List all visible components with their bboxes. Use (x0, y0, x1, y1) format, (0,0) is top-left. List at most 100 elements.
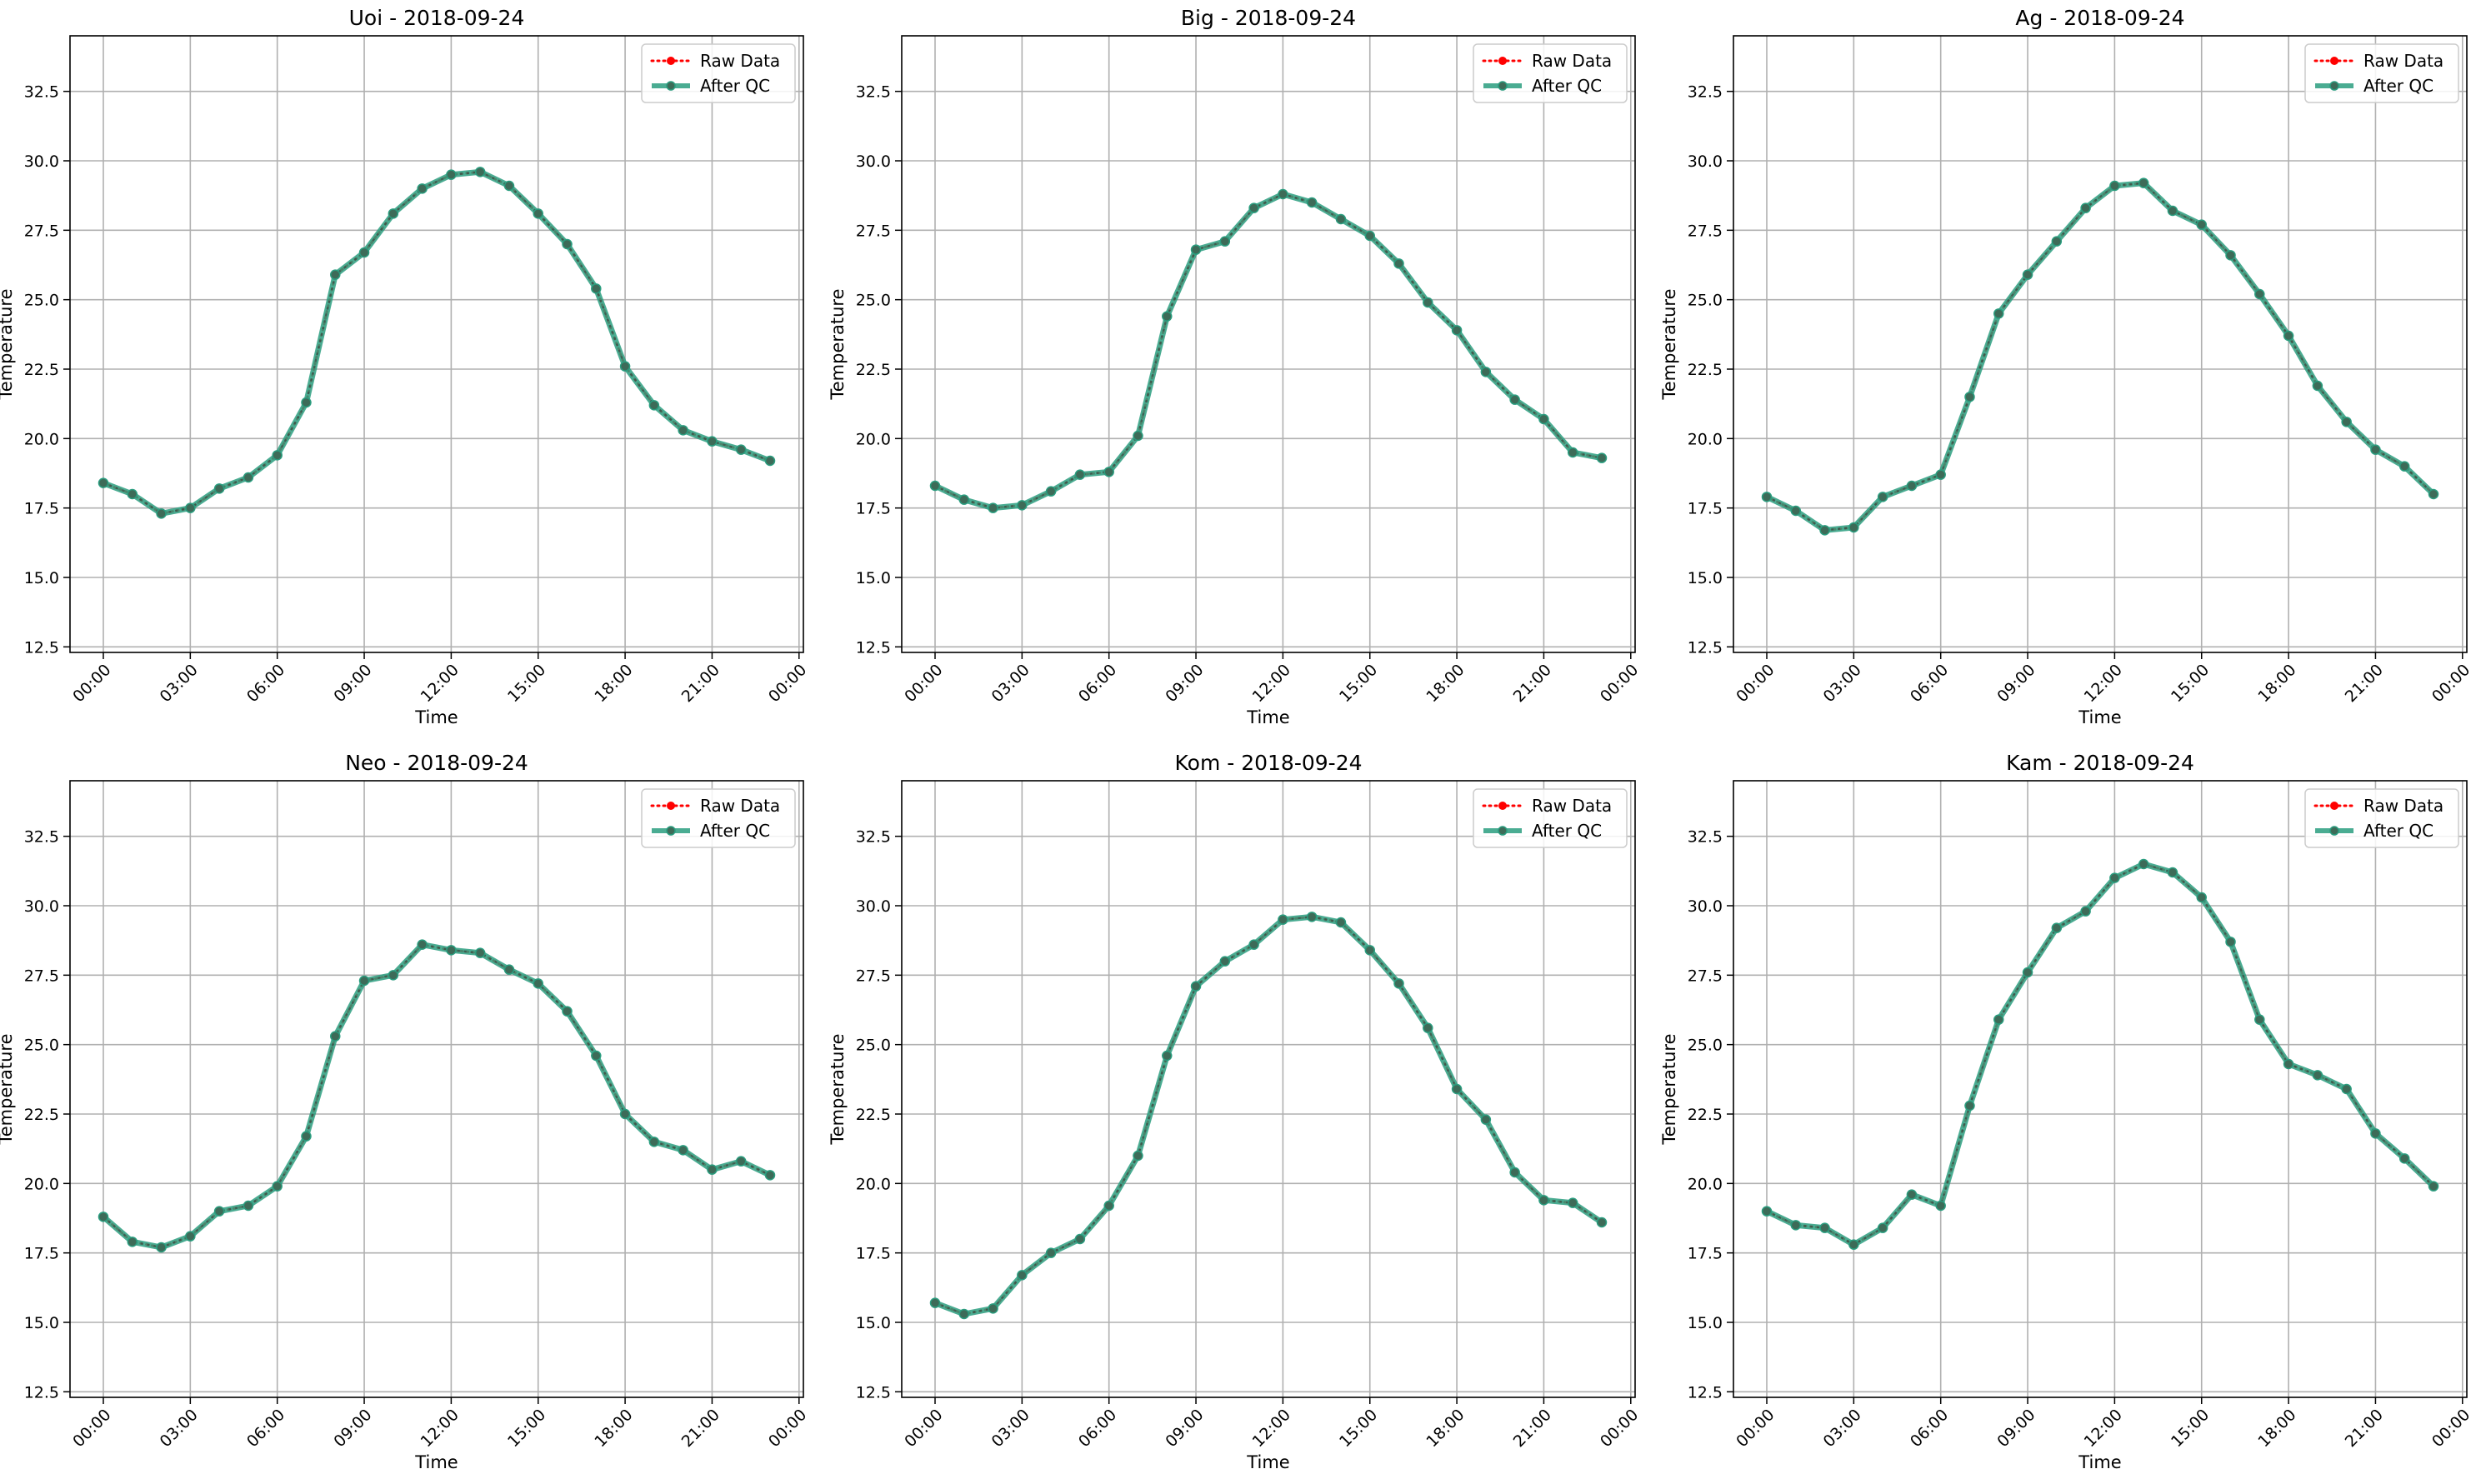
data-point (1074, 1233, 1086, 1245)
data-point (533, 208, 543, 219)
data-point (2398, 1153, 2410, 1164)
data-point (1133, 430, 1143, 442)
x-tick-label: 00:00 (2428, 1406, 2473, 1451)
chart-panel-2: 00:00 03:00 06:00 09:00 12:00 15:00 18:00 21:00… (828, 6, 1642, 727)
data-point (1017, 1270, 1028, 1281)
y-tick-label: 27.5 (856, 222, 891, 240)
data-point (1248, 939, 1259, 950)
x-tick-label: 15:00 (504, 1406, 549, 1451)
data-point (1190, 981, 1202, 992)
data-point (1935, 469, 1946, 480)
plot-area (1733, 36, 2467, 652)
data-point (1935, 1200, 1946, 1212)
data-point (2428, 1181, 2439, 1192)
y-tick-label: 12.5 (1688, 638, 1723, 657)
x-axis-label: Time (414, 707, 458, 727)
data-point (1335, 213, 1347, 225)
y-tick-label: 17.5 (1688, 500, 1723, 518)
data-point (2341, 1083, 2352, 1095)
data-point (388, 970, 399, 981)
data-point (1364, 945, 1375, 956)
data-point (1423, 1022, 1433, 1033)
axes-frame (1733, 35, 2468, 653)
y-tick-label: 27.5 (24, 967, 59, 985)
y-tick-label: 22.5 (1688, 361, 1723, 379)
x-axis-label: Time (1246, 1452, 1289, 1472)
y-tick-label: 30.0 (1688, 897, 1723, 916)
legend-after-qc-label: After QC (1532, 821, 1602, 841)
data-point (2167, 867, 2178, 878)
series-raw-overlay-line (103, 171, 771, 515)
y-tick-label: 17.5 (856, 1245, 891, 1263)
data-point (2109, 180, 2120, 192)
x-axis-label: Time (414, 1452, 458, 1472)
data-point (446, 169, 457, 180)
data-point (1906, 1189, 1918, 1200)
data-point (388, 208, 399, 219)
x-tick-label: 15:00 (2168, 661, 2213, 706)
data-point (156, 1242, 167, 1253)
x-tick-label: 00:00 (69, 1406, 114, 1451)
legend-after-qc-label: After QC (700, 821, 770, 841)
x-tick-label: 00:00 (1733, 661, 1778, 706)
data-point (562, 238, 573, 250)
chart-title: Kam - 2018-09-24 (2006, 751, 2194, 775)
x-tick-label: 03:00 (1820, 661, 1865, 706)
data-point (1364, 230, 1375, 242)
x-tick-label: 21:00 (678, 661, 723, 706)
data-point (2254, 288, 2265, 300)
data-point (417, 939, 428, 950)
y-tick-label: 30.0 (856, 152, 891, 171)
x-tick-label: 09:00 (330, 1406, 375, 1451)
x-tick-label: 12:00 (1249, 661, 1294, 706)
legend-raw-data-marker (667, 57, 675, 65)
x-tick-label: 12:00 (2081, 1406, 2126, 1451)
legend: Raw Data After QC (2304, 43, 2459, 103)
legend: Raw Data After QC (2304, 788, 2459, 848)
legend-raw-data-label: Raw Data (2363, 51, 2443, 71)
x-tick-label: 15:00 (504, 661, 549, 706)
plot-area (902, 781, 1635, 1397)
y-tick-label: 22.5 (24, 361, 59, 379)
x-tick-label: 06:00 (1907, 1406, 1952, 1451)
data-point (1790, 1220, 1802, 1231)
data-point (1596, 452, 1608, 463)
data-point (1278, 188, 1288, 200)
data-point (1017, 500, 1028, 511)
data-point (1993, 1014, 2004, 1025)
data-point (562, 1006, 573, 1017)
data-point (648, 400, 660, 411)
x-tick-label: 18:00 (1423, 661, 1468, 706)
chart-title: Uoi - 2018-09-24 (349, 6, 525, 30)
y-tick-label: 20.0 (1688, 430, 1723, 448)
legend-raw-data-marker (1498, 802, 1507, 810)
data-point (2283, 330, 2294, 342)
legend: Raw Data After QC (641, 788, 796, 848)
y-tick-label: 25.0 (24, 1037, 59, 1055)
legend-after-qc-marker (1498, 81, 1508, 91)
legend-raw-data-marker (2330, 802, 2338, 810)
data-point (156, 508, 167, 519)
axes-frame (69, 780, 804, 1398)
legend: Raw Data After QC (641, 43, 796, 103)
data-point (1306, 197, 1318, 208)
data-point (2167, 205, 2178, 217)
series-after-qc-line (933, 191, 1603, 512)
data-point (301, 397, 312, 408)
plot-area (70, 781, 803, 1397)
y-axis-label: Temperature (0, 288, 16, 400)
data-point (185, 1231, 196, 1242)
x-tick-label: 03:00 (1820, 1406, 1865, 1451)
y-tick-label: 12.5 (856, 1383, 891, 1402)
data-point (1162, 1050, 1173, 1062)
x-tick-label: 06:00 (1075, 661, 1120, 706)
x-tick-label: 15:00 (1336, 661, 1381, 706)
y-tick-label: 17.5 (24, 500, 59, 518)
data-point (2196, 892, 2207, 903)
data-point (446, 945, 457, 956)
data-point (2225, 250, 2236, 261)
data-point (213, 483, 225, 494)
chart-title: Big - 2018-09-24 (1181, 6, 1356, 30)
legend-raw-data-label: Raw Data (1532, 796, 1612, 816)
x-tick-label: 18:00 (2254, 661, 2299, 706)
